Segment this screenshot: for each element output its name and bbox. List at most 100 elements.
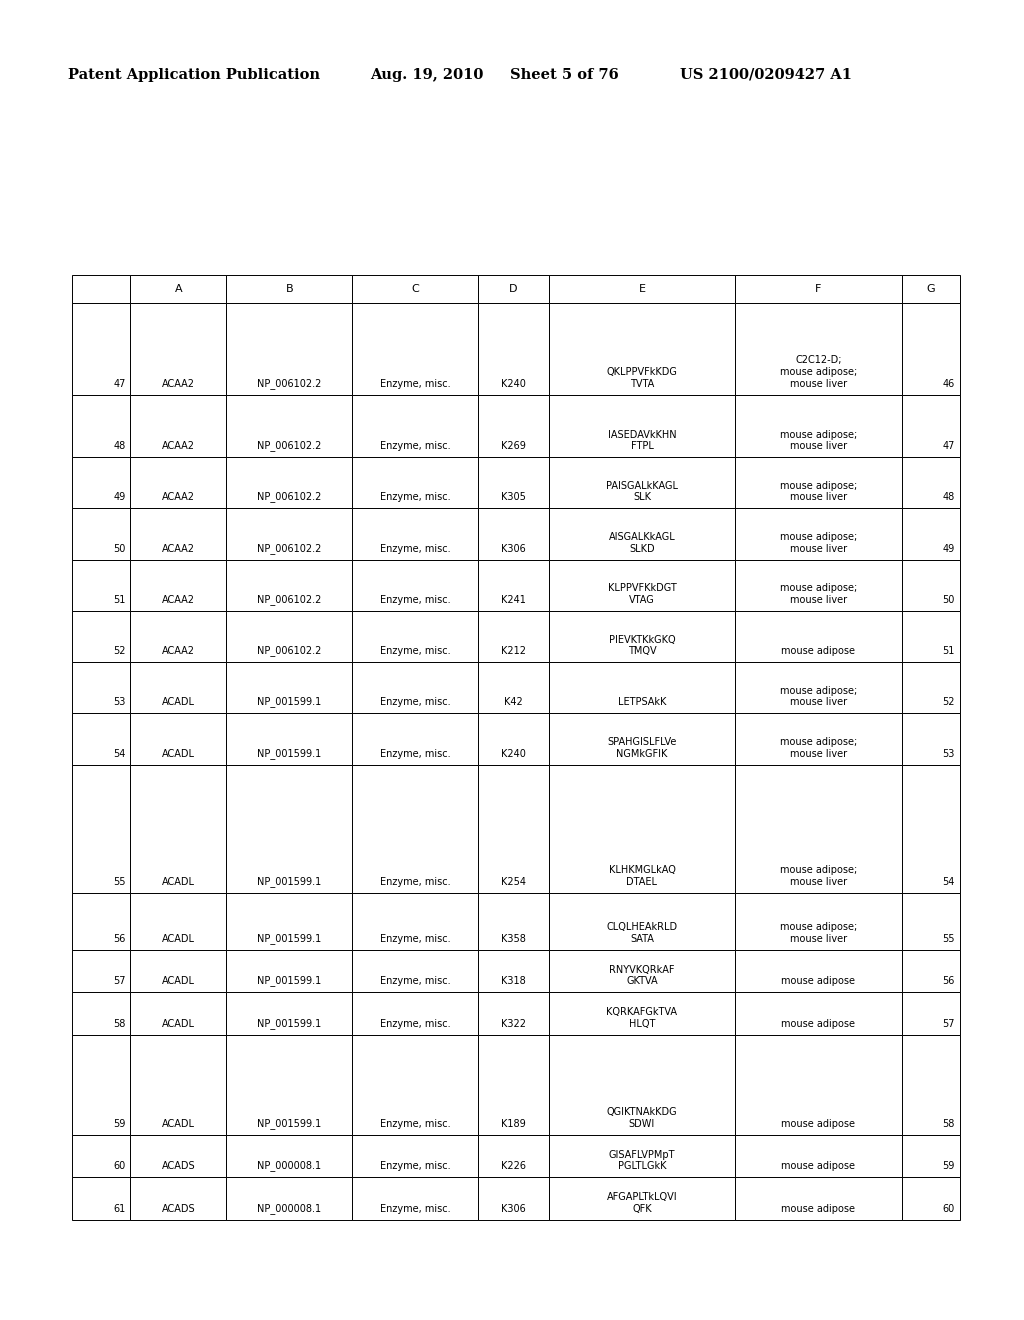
- Bar: [130, 560, 226, 611]
- Bar: [352, 892, 478, 949]
- Text: NP_001599.1: NP_001599.1: [257, 1118, 322, 1129]
- Text: NP_001599.1: NP_001599.1: [257, 747, 322, 759]
- Bar: [901, 508, 961, 560]
- Text: mouse adipose;
mouse liver: mouse adipose; mouse liver: [779, 532, 857, 553]
- Bar: [478, 395, 549, 457]
- Bar: [72, 395, 130, 457]
- Text: Enzyme, misc.: Enzyme, misc.: [380, 645, 451, 656]
- Text: mouse adipose: mouse adipose: [781, 645, 855, 656]
- Bar: [735, 1035, 901, 1135]
- Text: mouse adipose: mouse adipose: [781, 1204, 855, 1214]
- Bar: [549, 560, 735, 611]
- Bar: [901, 275, 961, 304]
- Bar: [226, 892, 352, 949]
- Bar: [352, 611, 478, 663]
- Text: 53: 53: [113, 697, 126, 708]
- Bar: [72, 764, 130, 892]
- Bar: [735, 457, 901, 508]
- Text: Enzyme, misc.: Enzyme, misc.: [380, 748, 451, 759]
- Bar: [549, 993, 735, 1035]
- Bar: [478, 764, 549, 892]
- Text: ACADL: ACADL: [162, 748, 195, 759]
- Bar: [735, 993, 901, 1035]
- Text: mouse adipose;
mouse liver: mouse adipose; mouse liver: [779, 921, 857, 944]
- Text: 59: 59: [113, 1118, 126, 1129]
- Bar: [352, 764, 478, 892]
- Text: NP_000008.1: NP_000008.1: [257, 1160, 322, 1171]
- Bar: [549, 395, 735, 457]
- Text: NP_000008.1: NP_000008.1: [257, 1203, 322, 1214]
- Text: Enzyme, misc.: Enzyme, misc.: [380, 1204, 451, 1214]
- Text: LETPSAkK: LETPSAkK: [617, 697, 667, 708]
- Bar: [549, 764, 735, 892]
- Text: NP_001599.1: NP_001599.1: [257, 975, 322, 986]
- Text: K189: K189: [501, 1118, 526, 1129]
- Bar: [901, 949, 961, 993]
- Text: 50: 50: [113, 544, 126, 553]
- Text: NP_001599.1: NP_001599.1: [257, 1018, 322, 1030]
- Text: K241: K241: [501, 595, 526, 605]
- Bar: [478, 457, 549, 508]
- Bar: [549, 611, 735, 663]
- Text: 55: 55: [942, 933, 955, 944]
- Text: K254: K254: [501, 876, 526, 887]
- Text: 53: 53: [943, 748, 955, 759]
- Text: mouse adipose;
mouse liver: mouse adipose; mouse liver: [779, 429, 857, 451]
- Bar: [549, 275, 735, 304]
- Text: K306: K306: [501, 544, 526, 553]
- Text: ACAA2: ACAA2: [162, 544, 195, 553]
- Bar: [226, 275, 352, 304]
- Text: ACAA2: ACAA2: [162, 379, 195, 388]
- Bar: [352, 713, 478, 764]
- Text: C2C12-D;
mouse adipose;
mouse liver: C2C12-D; mouse adipose; mouse liver: [779, 355, 857, 388]
- Text: NP_006102.2: NP_006102.2: [257, 594, 322, 605]
- Bar: [735, 949, 901, 993]
- Text: D: D: [509, 284, 518, 294]
- Text: 54: 54: [943, 876, 955, 887]
- Bar: [735, 395, 901, 457]
- Text: NP_006102.2: NP_006102.2: [257, 441, 322, 451]
- Bar: [549, 892, 735, 949]
- Bar: [735, 1135, 901, 1177]
- Bar: [735, 304, 901, 395]
- Text: mouse adipose: mouse adipose: [781, 1019, 855, 1030]
- Text: 50: 50: [943, 595, 955, 605]
- Bar: [549, 1035, 735, 1135]
- Bar: [130, 663, 226, 713]
- Text: 57: 57: [942, 1019, 955, 1030]
- Bar: [478, 993, 549, 1035]
- Bar: [72, 275, 130, 304]
- Text: Enzyme, misc.: Enzyme, misc.: [380, 876, 451, 887]
- Text: 47: 47: [113, 379, 126, 388]
- Bar: [478, 508, 549, 560]
- Text: mouse adipose;
mouse liver: mouse adipose; mouse liver: [779, 737, 857, 759]
- Text: K306: K306: [501, 1204, 526, 1214]
- Text: mouse adipose;
mouse liver: mouse adipose; mouse liver: [779, 583, 857, 605]
- Text: K240: K240: [501, 748, 526, 759]
- Text: 56: 56: [943, 977, 955, 986]
- Text: KLHKMGLkAQ
DTAEL: KLHKMGLkAQ DTAEL: [608, 865, 676, 887]
- Text: NP_001599.1: NP_001599.1: [257, 697, 322, 708]
- Bar: [130, 1135, 226, 1177]
- Bar: [226, 949, 352, 993]
- Bar: [549, 457, 735, 508]
- Text: 51: 51: [943, 645, 955, 656]
- Bar: [72, 892, 130, 949]
- Bar: [130, 611, 226, 663]
- Text: C: C: [412, 284, 419, 294]
- Bar: [735, 560, 901, 611]
- Text: Aug. 19, 2010: Aug. 19, 2010: [370, 69, 483, 82]
- Bar: [226, 663, 352, 713]
- Bar: [478, 560, 549, 611]
- Bar: [130, 1035, 226, 1135]
- Bar: [478, 304, 549, 395]
- Text: 56: 56: [113, 933, 126, 944]
- Text: QGIKTNAkKDG
SDWI: QGIKTNAkKDG SDWI: [606, 1107, 677, 1129]
- Text: QKLPPVFkKDG
TVTA: QKLPPVFkKDG TVTA: [606, 367, 678, 388]
- Text: AFGAPLTkLQVI
QFK: AFGAPLTkLQVI QFK: [606, 1192, 677, 1214]
- Bar: [901, 395, 961, 457]
- Text: Sheet 5 of 76: Sheet 5 of 76: [510, 69, 618, 82]
- Bar: [72, 1035, 130, 1135]
- Text: 59: 59: [943, 1162, 955, 1171]
- Bar: [735, 508, 901, 560]
